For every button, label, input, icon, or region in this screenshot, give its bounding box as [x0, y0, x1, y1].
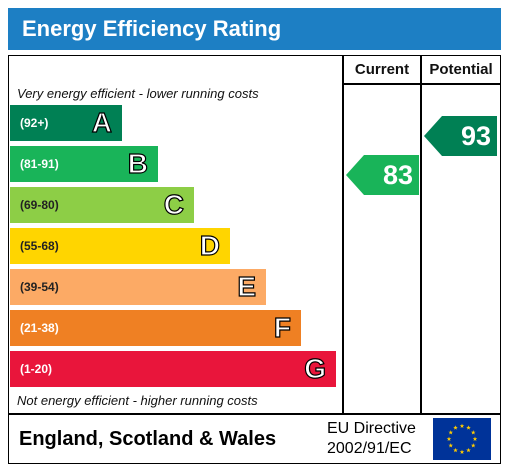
- band-letter: E: [237, 270, 257, 302]
- eu-directive-line1: EU Directive: [327, 420, 416, 437]
- potential-rating-value: 93: [460, 121, 491, 151]
- rating-band-c: (69-80) C: [10, 187, 194, 223]
- eu-directive-line2: 2002/91/EC: [327, 440, 412, 457]
- eu-star-icon: [448, 443, 454, 448]
- eu-star-icon: [448, 430, 454, 435]
- eu-star-icon: [470, 443, 476, 448]
- band-range-label: (81-91): [20, 157, 59, 171]
- rating-band-d: (55-68) D: [10, 228, 230, 264]
- eu-star-icon: [466, 425, 471, 430]
- band-letter: G: [304, 352, 327, 384]
- band-range-label: (69-80): [20, 198, 59, 212]
- band-range-label: (39-54): [20, 280, 59, 294]
- eu-star-icon: [446, 436, 452, 441]
- eu-star-icon: [459, 423, 465, 428]
- eu-star-icon: [470, 430, 476, 435]
- footer: England, Scotland & Wales EU Directive 2…: [8, 414, 501, 464]
- rating-band-g: (1-20) G: [10, 351, 336, 387]
- header-divider: [342, 83, 500, 85]
- current-rating-arrow: 83: [346, 155, 419, 195]
- current-arrow-shape: [346, 155, 419, 195]
- band-letter: D: [199, 229, 220, 261]
- potential-arrow-shape: [424, 116, 497, 156]
- rating-band-f: (21-38) F: [10, 310, 301, 346]
- eu-star-icon: [453, 425, 458, 430]
- footer-country: England, Scotland & Wales: [19, 428, 277, 450]
- page-title: Energy Efficiency Rating: [22, 16, 282, 41]
- top-caption: Very energy efficient - lower running co…: [17, 86, 259, 101]
- band-letter: C: [163, 188, 184, 220]
- band-letter: B: [127, 147, 148, 179]
- eu-star-icon: [466, 447, 471, 453]
- band-letter: F: [273, 311, 291, 343]
- band-range-label: (55-68): [20, 239, 59, 253]
- current-rating-value: 83: [382, 160, 413, 190]
- eu-flag-icon: [433, 418, 491, 460]
- rating-band-b: (81-91) B: [10, 146, 158, 182]
- column-divider-current: [342, 56, 344, 413]
- eu-directive: EU Directive 2002/91/EC: [327, 419, 416, 459]
- eu-star-icon: [453, 447, 458, 453]
- current-column-header: Current: [354, 61, 410, 78]
- eu-star-icon: [459, 449, 465, 454]
- band-range-label: (92+): [20, 116, 49, 130]
- potential-rating-arrow: 93: [424, 116, 497, 156]
- band-range-label: (1-20): [20, 362, 53, 376]
- band-range-label: (21-38): [20, 321, 59, 335]
- potential-column-header: Potential: [429, 61, 493, 78]
- band-letter: A: [91, 106, 112, 138]
- bottom-caption: Not energy efficient - higher running co…: [17, 393, 258, 408]
- column-divider-potential: [420, 56, 422, 413]
- title-bar: Energy Efficiency Rating: [8, 8, 501, 50]
- rating-band-e: (39-54) E: [10, 269, 266, 305]
- rating-chart: Current Potential Very energy efficient …: [8, 55, 501, 414]
- eu-star-icon: [472, 436, 478, 441]
- rating-band-a: (92+) A: [10, 105, 122, 141]
